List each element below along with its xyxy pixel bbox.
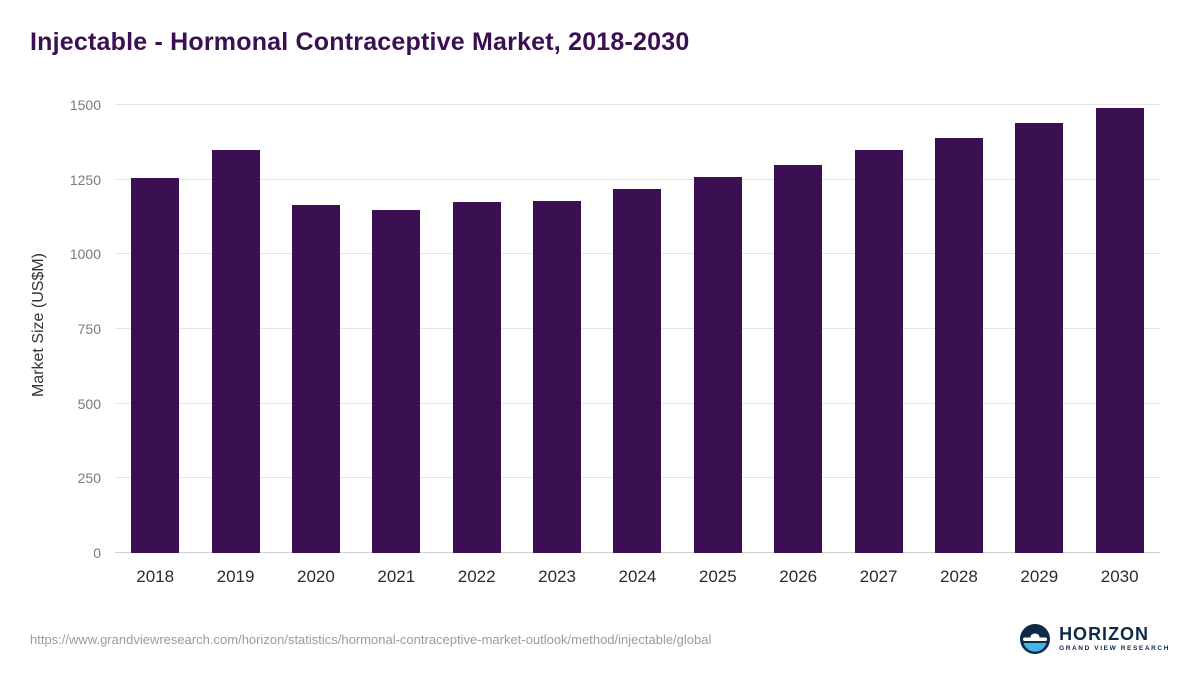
- x-tick-label: 2022: [457, 567, 496, 586]
- horizon-logo-icon: [1020, 624, 1051, 654]
- bar-slot: 2022: [452, 105, 501, 586]
- bar-slot: 2021: [372, 105, 421, 586]
- x-tick-label: 2021: [377, 567, 416, 586]
- logo-subtitle: GRAND VIEW RESEARCH: [1059, 645, 1170, 653]
- bar-2026: [774, 164, 823, 553]
- chart-title: Injectable - Hormonal Contraceptive Mark…: [30, 28, 690, 56]
- x-tick-label: 2025: [698, 567, 737, 586]
- bar-slot: 2018: [131, 105, 180, 586]
- bar-2018: [131, 178, 180, 553]
- x-tick-label: 2024: [618, 567, 657, 586]
- bar-slot: 2026: [774, 105, 823, 586]
- bar-slot: 2028: [934, 105, 983, 586]
- logo-text: HORIZON GRAND VIEW RESEARCH: [1059, 625, 1170, 653]
- bar-slot: 2020: [291, 105, 340, 586]
- logo-name: HORIZON: [1059, 624, 1150, 645]
- plot-area: 0 250 500 750 1000 1250 1500 2018 2019 2020 2021 20…: [70, 97, 1160, 586]
- bar-2027: [854, 149, 903, 553]
- bar-slot: 2019: [211, 105, 260, 586]
- bar-2023: [533, 200, 582, 553]
- x-tick-label: 2026: [779, 567, 818, 586]
- bar-slot: 2027: [854, 105, 903, 586]
- bars-container: 2018 2019 2020 2021 2022 2023 2024 2025 2026 2027…: [115, 105, 1160, 586]
- gridline: [115, 104, 1160, 105]
- bar-2025: [693, 176, 742, 553]
- x-tick-label: 2027: [859, 567, 898, 586]
- horizon-logo: HORIZON GRAND VIEW RESEARCH: [1020, 624, 1170, 654]
- x-tick-label: 2023: [538, 567, 576, 586]
- x-tick-label: 2018: [136, 567, 175, 586]
- y-tick-label: 0: [93, 545, 101, 561]
- bar-2022: [452, 202, 501, 553]
- x-tick-label: 2029: [1020, 567, 1059, 586]
- bar-slot: 2030: [1095, 105, 1144, 586]
- bar-2030: [1095, 108, 1144, 553]
- y-tick-label: 1500: [69, 97, 101, 113]
- bar-chart: Market Size (US$M) 0 250 500 750 1000 1250 150…: [0, 95, 1200, 600]
- y-tick-label: 750: [77, 321, 101, 337]
- source-url: https://www.grandviewresearch.com/horizo…: [30, 631, 712, 647]
- bar-2029: [1015, 122, 1064, 553]
- bar-2021: [372, 209, 421, 553]
- bar-slot: 2023: [533, 105, 582, 586]
- bar-slot: 2024: [613, 105, 662, 586]
- x-tick-label: 2020: [297, 567, 335, 586]
- bar-slot: 2025: [693, 105, 742, 586]
- y-tick-label: 250: [77, 470, 101, 487]
- y-axis-label: Market Size (US$M): [30, 252, 47, 398]
- x-tick-label: 2030: [1100, 567, 1139, 586]
- y-tick-label: 1250: [69, 171, 101, 188]
- y-tick-label: 500: [77, 395, 101, 412]
- footer: https://www.grandviewresearch.com/horizo…: [0, 613, 1200, 675]
- gridline: [115, 178, 1160, 180]
- x-tick-label: 2028: [940, 567, 978, 586]
- y-tick-label: 1000: [69, 246, 101, 263]
- bar-2020: [291, 205, 340, 553]
- x-tick-label: 2019: [216, 567, 255, 586]
- bar-2019: [211, 149, 260, 553]
- bar-slot: 2029: [1015, 105, 1064, 586]
- bar-2024: [613, 188, 662, 553]
- bar-2028: [934, 137, 983, 553]
